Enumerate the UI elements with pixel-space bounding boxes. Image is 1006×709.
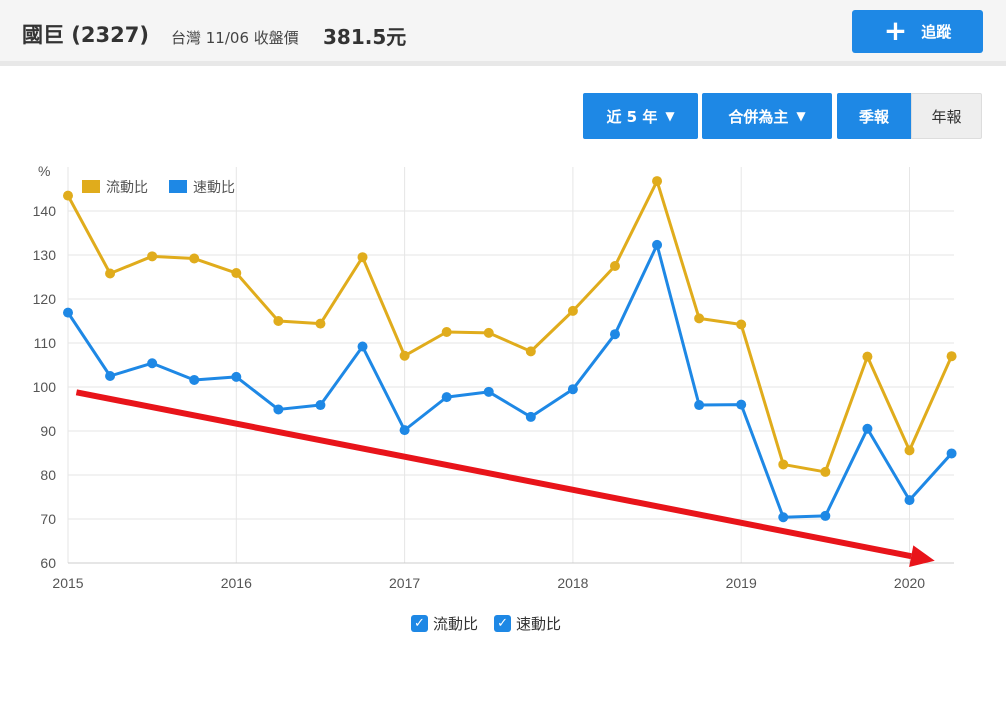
data-point[interactable] bbox=[694, 400, 705, 411]
data-point[interactable] bbox=[441, 327, 452, 337]
chart-grid bbox=[67, 167, 954, 564]
data-point[interactable] bbox=[189, 374, 200, 385]
data-point[interactable] bbox=[231, 371, 242, 382]
data-point[interactable] bbox=[525, 346, 536, 357]
y-tick-label: 90 bbox=[40, 423, 56, 439]
stock-name: 國巨 (2327) bbox=[22, 23, 149, 47]
series-toggle-legend: ✓ 流動比 ✓ 速動比 bbox=[411, 612, 561, 634]
toggle-quick-ratio[interactable]: ✓ 速動比 bbox=[494, 613, 561, 634]
x-tick-label: 2019 bbox=[726, 575, 757, 591]
data-point[interactable] bbox=[778, 512, 789, 523]
data-point[interactable] bbox=[357, 341, 368, 352]
y-tick-label: 60 bbox=[40, 555, 56, 571]
track-button-label: 追蹤 bbox=[921, 23, 952, 41]
data-point[interactable] bbox=[652, 176, 663, 187]
data-point[interactable] bbox=[273, 404, 284, 415]
basis-dropdown[interactable]: 合併為主 ▼ bbox=[702, 93, 832, 139]
trend-arrow-shaft bbox=[75, 389, 912, 560]
legend-label: 速動比 bbox=[193, 180, 235, 196]
data-point[interactable] bbox=[820, 510, 831, 521]
trend-arrow-layer bbox=[75, 389, 935, 567]
series-layer bbox=[63, 176, 957, 523]
data-point[interactable] bbox=[63, 307, 73, 318]
data-point[interactable] bbox=[105, 371, 116, 381]
data-point[interactable] bbox=[315, 400, 326, 411]
data-point[interactable] bbox=[567, 305, 578, 316]
plus-icon: + bbox=[883, 13, 908, 47]
trend-arrow-head bbox=[909, 545, 935, 567]
data-point[interactable] bbox=[904, 445, 915, 456]
data-point[interactable] bbox=[567, 384, 578, 395]
data-point[interactable] bbox=[946, 448, 957, 459]
series-line bbox=[66, 179, 953, 474]
track-button[interactable]: + 追蹤 bbox=[852, 10, 983, 53]
data-point[interactable] bbox=[273, 316, 284, 326]
data-point[interactable] bbox=[441, 392, 452, 403]
period-dropdown-label: 近 5 年 bbox=[606, 107, 658, 126]
data-point[interactable] bbox=[147, 358, 158, 369]
x-tick-label: 2016 bbox=[221, 575, 252, 591]
quarterly-tab-label: 季報 bbox=[858, 107, 889, 126]
data-point[interactable] bbox=[820, 466, 831, 477]
annual-tab-label: 年報 bbox=[931, 107, 962, 126]
period-dropdown[interactable]: 近 5 年 ▼ bbox=[583, 93, 698, 139]
x-tick-label: 2015 bbox=[52, 575, 83, 591]
data-point[interactable] bbox=[105, 268, 116, 279]
data-point[interactable] bbox=[399, 350, 410, 361]
data-point[interactable] bbox=[946, 351, 957, 362]
data-point[interactable] bbox=[862, 423, 873, 434]
data-point[interactable] bbox=[778, 459, 789, 470]
toggle-current-ratio[interactable]: ✓ 流動比 bbox=[411, 613, 478, 634]
checkbox-checked-icon: ✓ bbox=[411, 614, 428, 632]
x-axis-ticks: 2015 2016 2017 2018 2019 2020 bbox=[52, 575, 925, 591]
series-line bbox=[66, 243, 953, 519]
legend-swatch bbox=[82, 180, 100, 193]
y-tick-label: 130 bbox=[33, 247, 57, 263]
x-tick-label: 2017 bbox=[389, 575, 420, 591]
y-axis-unit-label: % bbox=[38, 163, 50, 179]
y-axis-ticks: 60 70 80 90 100 110 120 130 140 bbox=[33, 203, 57, 571]
data-point[interactable] bbox=[525, 411, 536, 422]
data-point[interactable] bbox=[63, 190, 73, 201]
toggle-current-ratio-label: 流動比 bbox=[433, 614, 479, 633]
data-point[interactable] bbox=[609, 261, 620, 271]
data-point[interactable] bbox=[609, 329, 620, 340]
x-tick-label: 2020 bbox=[894, 575, 925, 591]
data-point[interactable] bbox=[652, 239, 663, 250]
data-point[interactable] bbox=[483, 386, 494, 397]
legend-swatch bbox=[169, 180, 187, 193]
data-point[interactable] bbox=[147, 251, 158, 262]
quarterly-tab[interactable]: 季報 bbox=[837, 93, 911, 139]
y-tick-label: 70 bbox=[40, 511, 56, 527]
data-point[interactable] bbox=[736, 319, 747, 330]
data-point[interactable] bbox=[357, 252, 368, 263]
data-point[interactable] bbox=[315, 318, 326, 329]
data-point[interactable] bbox=[399, 425, 410, 436]
y-tick-label: 100 bbox=[33, 379, 57, 395]
annual-tab[interactable]: 年報 bbox=[911, 93, 982, 139]
chevron-down-icon: ▼ bbox=[665, 109, 675, 123]
data-point[interactable] bbox=[694, 313, 705, 324]
closing-price: 381.5元 bbox=[323, 25, 407, 49]
basis-dropdown-label: 合併為主 bbox=[728, 107, 789, 126]
data-point[interactable] bbox=[904, 495, 915, 506]
data-point[interactable] bbox=[736, 399, 747, 410]
legend-label: 流動比 bbox=[106, 180, 148, 196]
data-point[interactable] bbox=[189, 253, 200, 264]
data-point[interactable] bbox=[483, 327, 494, 338]
chevron-down-icon: ▼ bbox=[796, 109, 806, 123]
data-point[interactable] bbox=[231, 268, 242, 279]
data-point[interactable] bbox=[862, 351, 873, 362]
y-tick-label: 110 bbox=[34, 335, 57, 351]
y-tick-label: 120 bbox=[33, 291, 57, 307]
x-tick-label: 2018 bbox=[557, 575, 588, 591]
y-tick-label: 140 bbox=[33, 203, 57, 219]
page-header: 國巨 (2327) 台灣 11/06 收盤價 381.5元 + 追蹤 bbox=[0, 0, 1006, 66]
market-date-label: 台灣 11/06 收盤價 bbox=[171, 29, 299, 47]
y-tick-label: 80 bbox=[40, 467, 56, 483]
toggle-quick-ratio-label: 速動比 bbox=[516, 614, 562, 633]
checkbox-checked-icon: ✓ bbox=[494, 614, 512, 632]
chart-legend: 流動比 速動比 bbox=[82, 180, 235, 196]
